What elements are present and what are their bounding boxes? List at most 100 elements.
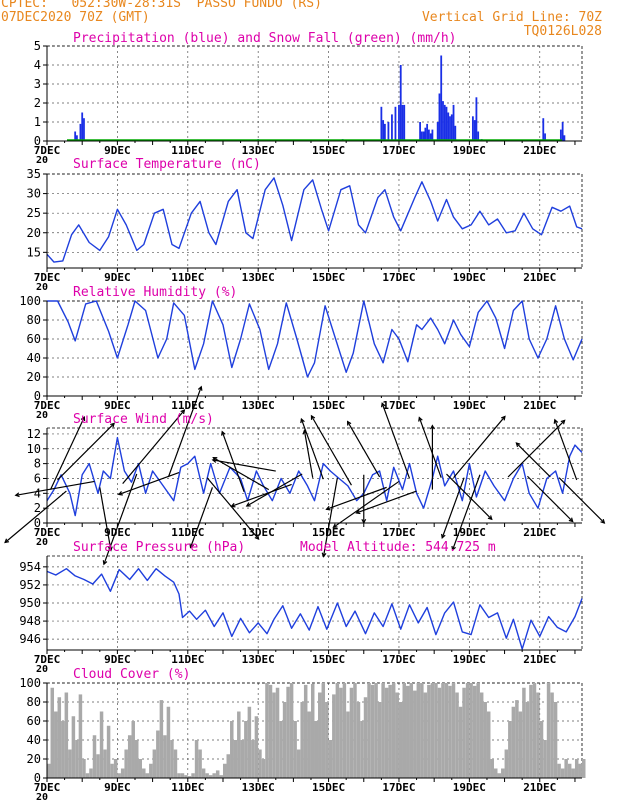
cloud-bar-97 bbox=[388, 684, 392, 778]
wind-arrow-11 bbox=[221, 430, 245, 493]
cloud-bar-124 bbox=[483, 702, 487, 778]
cloud-bar-134 bbox=[518, 711, 523, 778]
cloud-date-label-3: 13DEC bbox=[242, 781, 275, 794]
cloud-ytick-label-4: 80 bbox=[27, 695, 41, 709]
cloud-bar-18 bbox=[110, 763, 114, 778]
wind-ytick-label-6: 12 bbox=[27, 427, 41, 441]
wind-arrow-36 bbox=[553, 418, 578, 481]
cloud-bar-39 bbox=[184, 775, 188, 778]
cloud-bar-25 bbox=[134, 740, 139, 778]
cloud-bar-104 bbox=[413, 690, 417, 778]
cloud-bar-120 bbox=[469, 683, 473, 778]
pressure-series-line bbox=[46, 568, 583, 650]
cloud-bar-19 bbox=[113, 759, 118, 778]
cloud-bar-6 bbox=[68, 749, 72, 778]
precip-bar-19 bbox=[422, 131, 425, 141]
precip-bar-29 bbox=[443, 104, 446, 141]
precip-bar-33 bbox=[450, 114, 453, 141]
wind-ytick-label-0: 0 bbox=[34, 516, 41, 530]
precip-bar-7 bbox=[380, 106, 383, 141]
wind-date-label-4: 15DEC bbox=[312, 526, 345, 539]
precip-date-label-6: 19DEC bbox=[453, 144, 486, 157]
wind-arrow-0 bbox=[49, 415, 86, 490]
pressure-annotation: Model Altitude: 544.725 m bbox=[300, 540, 496, 555]
cloud-date-label-4: 15DEC bbox=[312, 781, 345, 794]
wind-date-label-6: 19DEC bbox=[453, 526, 486, 539]
cloud-bar-27 bbox=[142, 768, 146, 778]
cloud-bar-60 bbox=[258, 749, 262, 778]
pressure-ytick-label-0: 946 bbox=[19, 632, 41, 646]
pressure-year-stub: 20 bbox=[36, 664, 48, 675]
cloud-bar-137 bbox=[529, 684, 533, 778]
cloud-bar-55 bbox=[240, 740, 245, 778]
humidity-date-label-5: 17DEC bbox=[382, 399, 415, 412]
humidity-ytick-label-4: 80 bbox=[27, 313, 41, 327]
wind-date-label-5: 17DEC bbox=[382, 526, 415, 539]
cloud-bar-88 bbox=[356, 702, 361, 778]
cloud-bar-44 bbox=[201, 768, 206, 778]
header-run-date: 07DEC2020 70Z (GMT) bbox=[1, 10, 150, 25]
wind-arrow-33 bbox=[527, 475, 574, 523]
cloud-bar-80 bbox=[328, 740, 333, 778]
cloud-bar-132 bbox=[511, 706, 516, 778]
cloud-bar-121 bbox=[472, 685, 477, 778]
cloud-bar-133 bbox=[515, 700, 519, 778]
cloud-bar-105 bbox=[416, 683, 421, 778]
precip-date-label-0: 7DEC bbox=[34, 144, 61, 157]
cloud-bar-34 bbox=[166, 706, 171, 778]
humidity-ytick-label-2: 40 bbox=[27, 351, 41, 365]
precip-bar-12 bbox=[394, 106, 397, 141]
precip-bar-13 bbox=[398, 104, 400, 141]
temperature-date-label-1: 9DEC bbox=[104, 271, 131, 284]
cloud-bar-23 bbox=[127, 735, 132, 778]
cloud-bar-110 bbox=[434, 683, 438, 778]
cloud-bar-20 bbox=[117, 773, 121, 778]
precip-bar-10 bbox=[387, 122, 390, 141]
pressure-ytick-label-3: 952 bbox=[19, 578, 41, 592]
cloud-bar-117 bbox=[458, 706, 463, 778]
cloud-bar-5 bbox=[64, 692, 69, 778]
cloud-bar-84 bbox=[342, 683, 347, 778]
cloud-bar-116 bbox=[455, 692, 459, 778]
cloud-bar-139 bbox=[536, 692, 540, 778]
cloud-bar-1 bbox=[50, 687, 55, 778]
wind-arrow-10 bbox=[189, 487, 213, 549]
cloud-bar-52 bbox=[230, 721, 234, 778]
cloud-bar-93 bbox=[374, 683, 378, 778]
cloud-bar-109 bbox=[430, 683, 435, 778]
temperature-title: Surface Temperature (nC) bbox=[73, 157, 261, 172]
cloud-bar-58 bbox=[251, 740, 255, 778]
humidity-date-label-6: 19DEC bbox=[453, 399, 486, 412]
cloud-bar-12 bbox=[89, 768, 93, 778]
cloud-bar-92 bbox=[370, 684, 375, 778]
cloud-bar-71 bbox=[296, 749, 301, 778]
cloud-bar-68 bbox=[286, 686, 290, 778]
precip-bar-2 bbox=[79, 123, 82, 141]
cloud-bar-53 bbox=[233, 740, 238, 778]
cloud-bar-148 bbox=[567, 763, 572, 778]
cloud-bar-118 bbox=[462, 687, 466, 778]
wind-arrow-19 bbox=[310, 414, 352, 486]
cloud-bar-136 bbox=[525, 702, 530, 778]
pressure-date-label-3: 13DEC bbox=[242, 653, 275, 666]
pressure-ytick-label-1: 948 bbox=[19, 614, 41, 628]
cloud-bar-3 bbox=[57, 697, 62, 778]
temperature-ytick-label-2: 25 bbox=[27, 206, 41, 220]
precip-bar-39 bbox=[477, 131, 480, 141]
precip-bar-38 bbox=[475, 97, 478, 141]
precip-bar-37 bbox=[473, 120, 476, 141]
cloud-bar-0 bbox=[47, 763, 51, 778]
wind-ytick-label-5: 10 bbox=[27, 442, 41, 456]
cloud-bar-103 bbox=[409, 683, 414, 778]
cloud-bar-28 bbox=[145, 773, 150, 778]
cloud-bar-15 bbox=[99, 711, 104, 778]
cloud-bar-114 bbox=[448, 685, 452, 778]
cloud-bar-149 bbox=[571, 768, 575, 778]
humidity-ytick-label-3: 60 bbox=[27, 332, 41, 346]
temperature-date-label-6: 19DEC bbox=[453, 271, 486, 284]
cloud-bar-76 bbox=[314, 721, 318, 778]
cloud-bar-8 bbox=[75, 740, 79, 778]
wind-arrow-2 bbox=[4, 490, 67, 544]
pressure-date-label-1: 9DEC bbox=[104, 653, 131, 666]
cloud-bar-125 bbox=[486, 711, 491, 778]
